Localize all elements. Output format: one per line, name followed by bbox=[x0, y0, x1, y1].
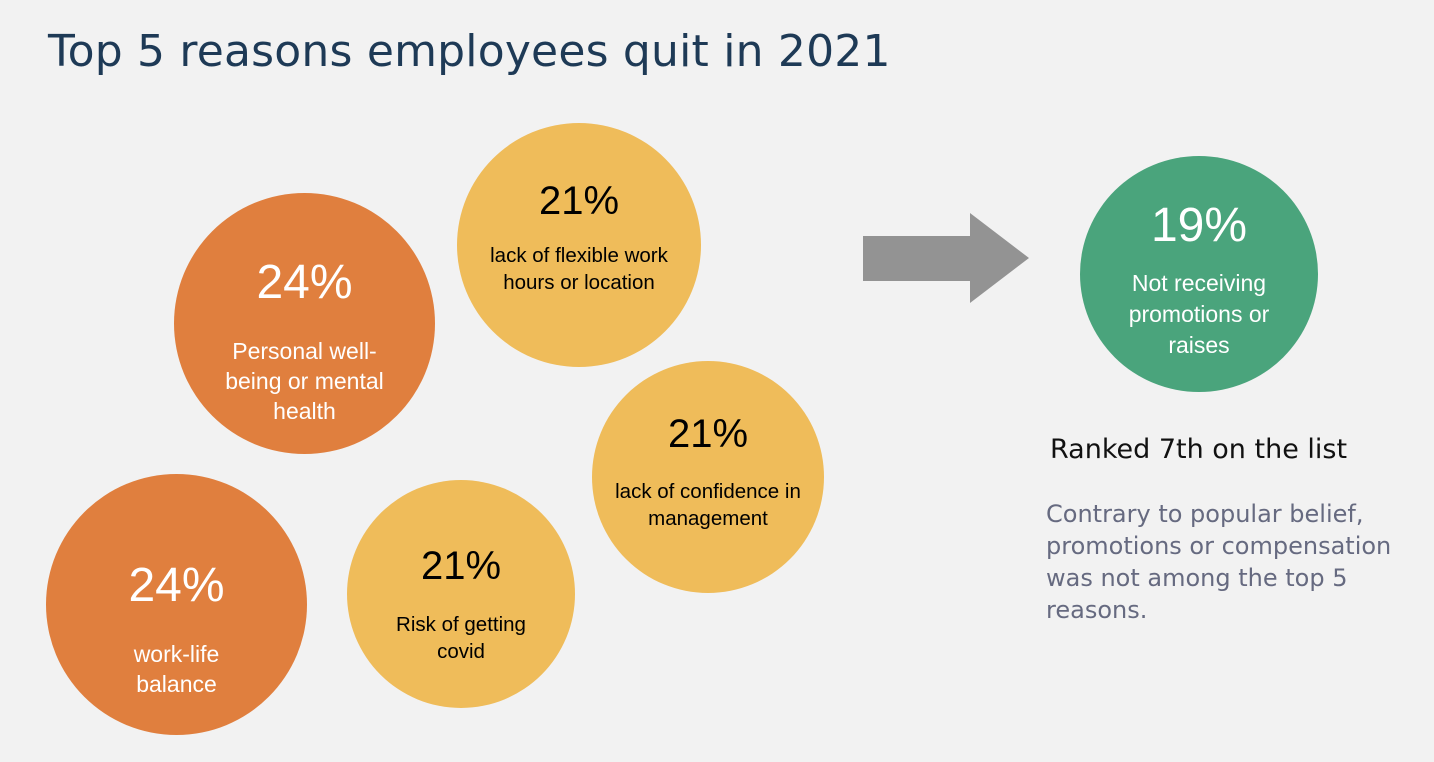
reason-bubble-wellbeing: 24% Personal well-being or mental health bbox=[174, 193, 435, 454]
rank-text: Ranked 7th on the list bbox=[1050, 434, 1348, 465]
highlight-bubble-promotions: 19% Not receiving promotions or raises bbox=[1080, 156, 1318, 392]
reason-bubble-covid: 21% Risk of getting covid bbox=[347, 480, 575, 708]
reason-label: lack of confidence in management bbox=[615, 480, 801, 530]
highlight-percent: 19% bbox=[1150, 199, 1248, 252]
reason-label: Personal well-being or mental health bbox=[225, 338, 384, 424]
reason-percent: 24% bbox=[256, 256, 353, 309]
highlight-label: Not receiving promotions or raises bbox=[1128, 270, 1270, 359]
reason-percent: 21% bbox=[420, 544, 502, 588]
reason-percent: 21% bbox=[538, 179, 620, 223]
reason-label: lack of flexible work hours or location bbox=[490, 244, 668, 294]
reason-label: work-life balance bbox=[133, 641, 220, 697]
right-arrow-icon bbox=[863, 213, 1029, 303]
reason-bubble-work-life: 24% work-life balance bbox=[46, 474, 307, 735]
page-title: Top 5 reasons employees quit in 2021 bbox=[48, 26, 891, 77]
reason-bubble-flexible-work: 21% lack of flexible work hours or locat… bbox=[457, 123, 701, 367]
note-text: Contrary to popular belief, promotions o… bbox=[1046, 500, 1392, 624]
reason-percent: 24% bbox=[128, 559, 225, 612]
reason-percent: 21% bbox=[667, 412, 749, 456]
reason-label: Risk of getting covid bbox=[396, 613, 526, 663]
reason-bubble-management: 21% lack of confidence in management bbox=[592, 361, 824, 593]
